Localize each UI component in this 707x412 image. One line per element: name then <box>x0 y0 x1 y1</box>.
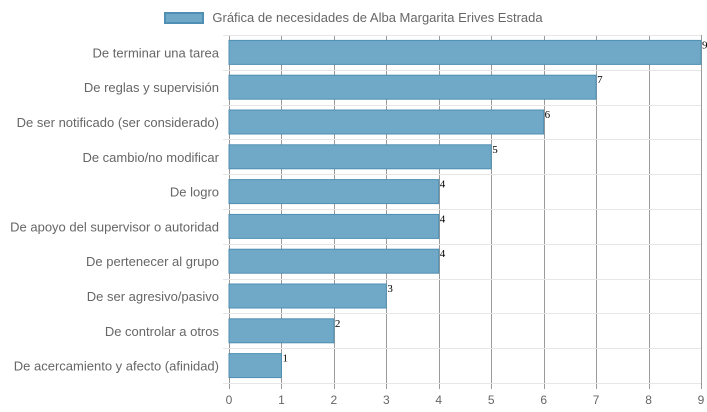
category-label: De apoyo del supervisor o autoridad <box>10 219 219 234</box>
category-label: De pertenecer al grupo <box>86 254 219 269</box>
category-label: De logro <box>170 185 219 200</box>
data-label: 4 <box>440 179 446 191</box>
data-label: 4 <box>440 213 446 225</box>
tick-label: 0 <box>226 393 233 407</box>
tick-label: 1 <box>278 393 285 407</box>
tick-label: 7 <box>593 393 600 407</box>
data-label: 9 <box>702 39 707 51</box>
grid-lines <box>223 35 702 389</box>
bar[interactable] <box>228 39 702 65</box>
tick-label: 5 <box>488 393 495 407</box>
data-label: 5 <box>492 144 498 156</box>
category-label: De reglas y supervisión <box>84 80 219 95</box>
bar[interactable] <box>228 109 545 135</box>
bar[interactable] <box>228 318 335 344</box>
category-label: De ser agresivo/pasivo <box>87 289 219 304</box>
legend-swatch <box>164 11 205 24</box>
bar[interactable] <box>228 179 440 205</box>
bar[interactable] <box>228 248 440 274</box>
bars <box>228 39 702 379</box>
bar[interactable] <box>228 144 492 170</box>
bar[interactable] <box>228 74 597 100</box>
data-label: 6 <box>545 109 551 121</box>
data-label: 1 <box>282 353 288 365</box>
data-label: 7 <box>597 74 603 86</box>
category-label: De ser notificado (ser considerado) <box>17 115 219 130</box>
tick-label: 3 <box>383 393 390 407</box>
category-label: De controlar a otros <box>105 324 220 339</box>
data-label: 4 <box>440 248 446 260</box>
data-label: 3 <box>387 283 393 295</box>
tick-label: 2 <box>331 393 338 407</box>
bar[interactable] <box>228 353 282 379</box>
tick-label: 9 <box>698 393 705 407</box>
data-label: 2 <box>335 318 341 330</box>
data-labels: 9 7 6 5 4 4 4 3 2 1 <box>282 39 707 364</box>
legend-label: Gráfica de necesidades de Alba Margarita… <box>212 9 543 25</box>
tick-label: 8 <box>645 393 652 407</box>
bar[interactable] <box>228 213 440 239</box>
tick-labels: 0 1 2 3 4 5 6 7 8 9 <box>226 393 705 407</box>
category-labels: De terminar una tarea De reglas y supervi… <box>10 45 220 373</box>
category-label: De cambio/no modificar <box>82 150 219 165</box>
tick-label: 4 <box>435 393 442 407</box>
category-label: De acercamiento y afecto (afinidad) <box>14 359 219 374</box>
bar[interactable] <box>228 283 387 309</box>
legend[interactable]: Gráfica de necesidades de Alba Margarita… <box>0 0 707 34</box>
tick-label: 6 <box>540 393 547 407</box>
category-label: De terminar una tarea <box>93 45 220 60</box>
